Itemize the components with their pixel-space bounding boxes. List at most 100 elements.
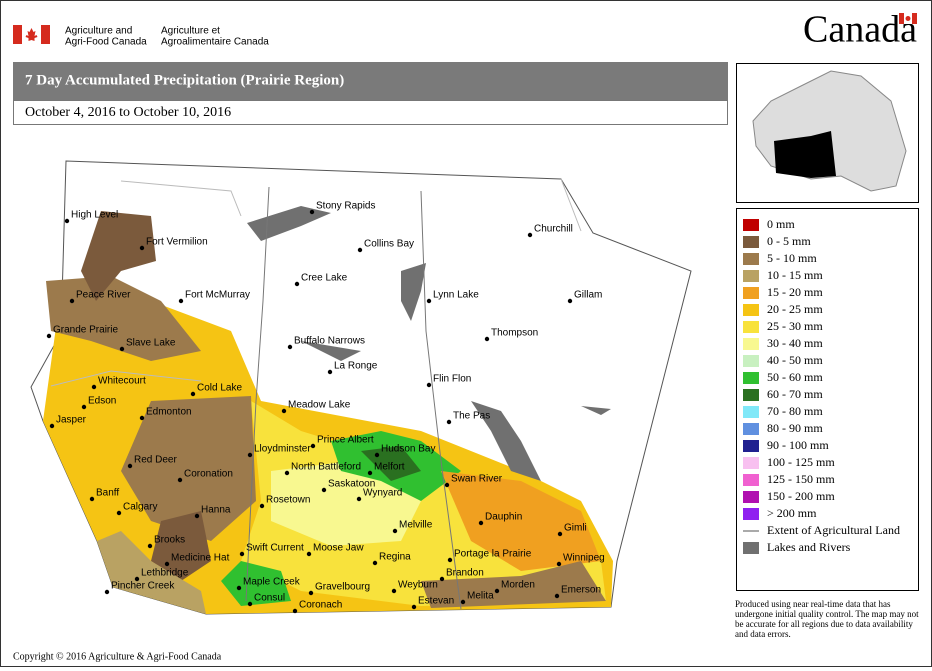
legend-label: 10 - 15 mm [767, 268, 823, 282]
legend-swatch [743, 372, 759, 384]
legend-label: 70 - 80 mm [767, 404, 823, 418]
city-dot [494, 588, 500, 594]
legend-label: 60 - 70 mm [767, 387, 823, 401]
note: Produced using near real-time data that … [735, 599, 919, 639]
legend-swatch [743, 406, 759, 418]
legend-label: Extent of Agricultural Land [767, 523, 900, 537]
legend-swatch [743, 270, 759, 282]
city-label: Whitecourt [98, 376, 146, 387]
city-dot [116, 510, 122, 516]
legend-swatch [743, 457, 759, 469]
city-dot [190, 391, 196, 397]
city-label: Brandon [446, 568, 484, 579]
legend-label: 0 mm [767, 217, 795, 231]
city-dot [281, 408, 287, 414]
legend-label: 30 - 40 mm [767, 336, 823, 350]
city-dot [554, 593, 560, 599]
city-dot [178, 298, 184, 304]
city-label: Maple Creek [243, 577, 301, 588]
city-dot [411, 604, 417, 610]
city-label: Weyburn [398, 580, 438, 591]
legend-swatch [743, 287, 759, 299]
legend: 0 mm 0 - 5 mm 5 - 10 mm 10 - 15 mm 15 - 20 m… [743, 217, 900, 554]
city-label: Collins Bay [364, 239, 414, 250]
city-label: Banff [96, 488, 119, 499]
city-dot [447, 557, 453, 563]
legend-swatch [743, 219, 759, 231]
city-label: Grande Prairie [53, 325, 118, 336]
agency-en: Agri-Food Canada [65, 37, 147, 48]
city-label: Jasper [56, 415, 87, 426]
legend-swatch [743, 508, 759, 520]
inset-map [752, 70, 907, 192]
city-label: Fort McMurray [185, 290, 250, 301]
legend-label: 50 - 60 mm [767, 370, 823, 384]
legend-label: 20 - 25 mm [767, 302, 823, 316]
city-label: Melita [467, 591, 494, 602]
city-label: Pincher Creek [111, 581, 175, 592]
city-dot [247, 452, 253, 458]
header-logo [13, 25, 50, 44]
city-label: Gillam [574, 290, 602, 301]
city-dot [294, 281, 300, 287]
city-dot [567, 298, 573, 304]
city-dot [89, 496, 95, 502]
legend-label: 25 - 30 mm [767, 319, 823, 333]
city-dot [484, 336, 490, 342]
city-dot [309, 209, 315, 215]
city-dot [259, 503, 265, 509]
legend-label: 125 - 150 mm [767, 472, 835, 486]
wordmark: Canada [803, 9, 917, 51]
legend-label: 150 - 200 mm [767, 489, 835, 503]
legend-swatch [743, 355, 759, 367]
legend-swatch [743, 304, 759, 316]
legend-label: 15 - 20 mm [767, 285, 823, 299]
city-dot [372, 560, 378, 566]
city-dot [439, 576, 445, 582]
legend-label: 90 - 100 mm [767, 438, 829, 452]
city-label: Stony Rapids [316, 201, 375, 212]
city-label: Portage la Prairie [454, 549, 532, 560]
city-label: Morden [501, 580, 535, 591]
city-dot [236, 585, 242, 591]
legend-swatch [743, 474, 759, 486]
city-dot [367, 470, 373, 476]
city-dot [374, 452, 380, 458]
city-dot [164, 561, 170, 567]
legend-swatch [743, 338, 759, 350]
city-label: Lethbridge [141, 568, 189, 579]
city-label: Estevan [418, 596, 454, 607]
city-label: Winnipeg [563, 553, 605, 564]
city-label: Swift Current [246, 543, 304, 554]
legend-label: > 200 mm [767, 506, 817, 520]
legend-swatch [743, 389, 759, 401]
city-label: Brooks [154, 535, 185, 546]
city-dot [356, 496, 362, 502]
city-dot [247, 601, 253, 607]
city-label: Lloydminster [254, 444, 311, 455]
city-dot [306, 551, 312, 557]
city-dot [287, 344, 293, 350]
city-label: Moose Jaw [313, 543, 364, 554]
legend-label: 40 - 50 mm [767, 353, 823, 367]
city-dot [69, 298, 75, 304]
city-dot [446, 419, 452, 425]
city-label: High Level [71, 210, 118, 221]
city-label: Red Deer [134, 455, 177, 466]
city-dot [460, 599, 466, 605]
prairie-map [30, 160, 692, 615]
city-dot [392, 528, 398, 534]
city-dot [478, 520, 484, 526]
title-bar [13, 62, 728, 100]
city-label: Thompson [491, 328, 538, 339]
city-dot [426, 382, 432, 388]
title: 7 Day Accumulated Precipitation (Prairie… [25, 72, 344, 88]
city-dot [49, 423, 55, 429]
legend-swatch [743, 321, 759, 333]
city-dot [127, 463, 133, 469]
wordmark-flag [899, 13, 917, 24]
city-label: Coronach [299, 600, 342, 611]
city-dot [139, 245, 145, 251]
city-label: The Pas [453, 411, 490, 422]
city-label: Cree Lake [301, 273, 348, 284]
